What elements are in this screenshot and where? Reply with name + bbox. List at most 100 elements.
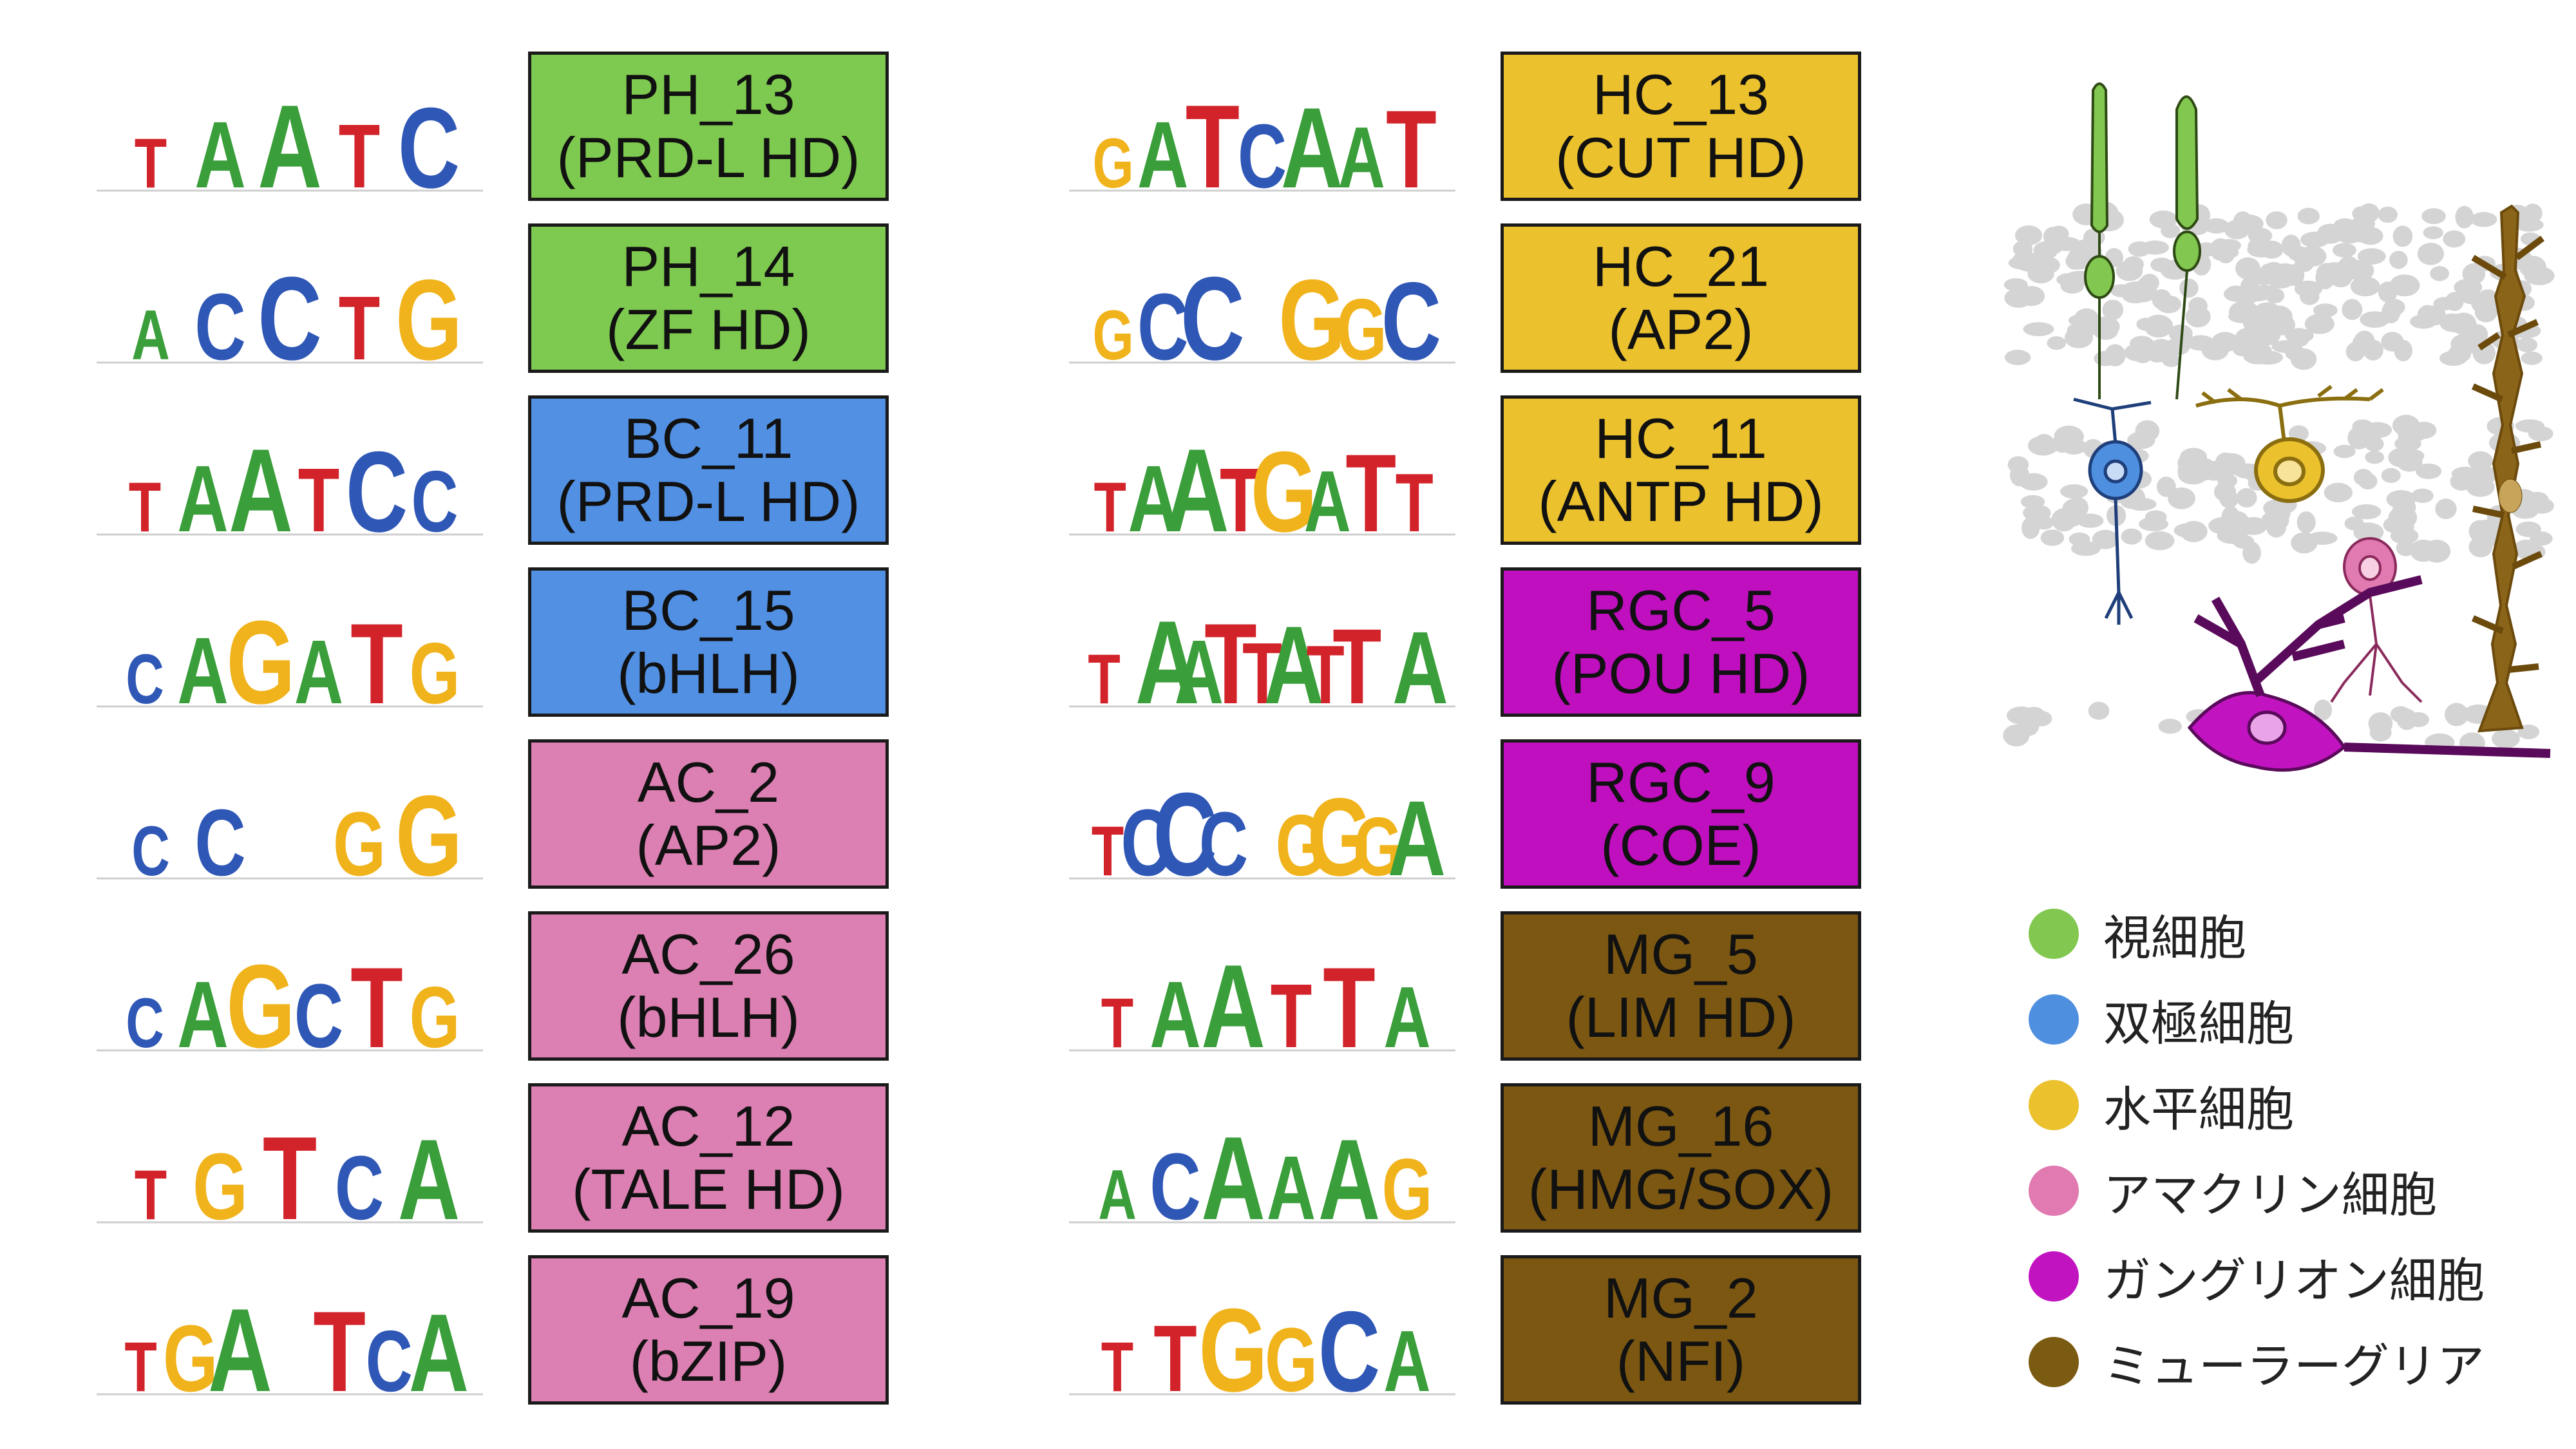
- logo-letter: C: [1381, 260, 1441, 366]
- logo-letter: T: [1332, 607, 1381, 710]
- cell-type-motif-box: BC_11 (PRD-L HD): [528, 395, 889, 545]
- logo-letter: A: [1165, 425, 1229, 538]
- logo-letter: A: [177, 617, 229, 710]
- logo-letter: G: [1382, 1141, 1433, 1226]
- logo-letter: A: [1338, 109, 1385, 194]
- legend-color-dot: [2029, 994, 2079, 1045]
- sequence-logo-icon: G CC GGC: [1069, 253, 1455, 366]
- logo-letter: T: [1271, 965, 1312, 1054]
- horizontal-cell: [2195, 384, 2384, 503]
- legend-item: ガングリオン細胞: [2029, 1244, 2485, 1309]
- logo-letter: T: [313, 1288, 366, 1397]
- tf-family-label: (bHLH): [617, 985, 800, 1049]
- logo-letter: T: [1186, 81, 1240, 194]
- logo-letter: T: [350, 600, 403, 710]
- logo-letter: T: [1153, 1305, 1197, 1397]
- logo-letter: T: [263, 1113, 317, 1226]
- motif-id-label: HC_13: [1593, 62, 1769, 126]
- logo-letter: T: [1101, 983, 1133, 1054]
- tf-family-label: (bHLH): [617, 641, 800, 705]
- logo-letter: A: [258, 81, 322, 194]
- motif-id-label: BC_15: [621, 578, 795, 642]
- logo-letter: C: [126, 639, 164, 710]
- motif-id-label: MG_2: [1604, 1266, 1758, 1330]
- cell-type-motif-box: AC_2 (AP2): [528, 739, 889, 889]
- logo-letter: T: [129, 467, 161, 538]
- logo-letter: A: [1135, 597, 1200, 710]
- motif-id-label: AC_12: [621, 1094, 795, 1158]
- logo-letter: A: [194, 101, 246, 194]
- tf-family-label: (COE): [1600, 813, 1761, 877]
- logo-letter: G: [395, 772, 462, 882]
- motif-id-label: MG_5: [1604, 922, 1758, 986]
- logo-letter: T: [1092, 811, 1124, 882]
- legend-color-dot: [2029, 1166, 2079, 1216]
- logo-letter: C: [1137, 273, 1189, 366]
- tf-family-label: (PRD-L HD): [556, 469, 860, 533]
- logo-letter: C: [294, 965, 343, 1054]
- logo-letter: G: [1336, 281, 1387, 366]
- logo-letter: A: [131, 295, 170, 366]
- logo-letter: A: [1392, 610, 1448, 710]
- logo-letter: T: [1088, 639, 1120, 710]
- legend-item: 双極細胞: [2029, 987, 2294, 1052]
- logo-letter: C: [1153, 769, 1217, 882]
- logo-letter: G: [1265, 1309, 1318, 1397]
- bipolar-cell: [2073, 397, 2152, 625]
- logo-letter: A: [1098, 1155, 1137, 1226]
- logo-letter: A: [177, 445, 229, 538]
- logo-letter: T: [135, 1155, 167, 1226]
- logo-letter: A: [1150, 961, 1201, 1054]
- motif-id-label: AC_26: [621, 922, 795, 986]
- logo-letter: A: [1383, 1313, 1430, 1397]
- logo-letter: C: [398, 84, 460, 194]
- logo-letter: C: [1150, 1133, 1201, 1226]
- cell-type-motif-box: HC_21 (AP2): [1501, 223, 1861, 373]
- tf-family-label: (HMG/SOX): [1528, 1157, 1834, 1221]
- logo-letter: A: [398, 1116, 460, 1226]
- logo-letter: C: [411, 453, 458, 538]
- logo-letter: C: [1318, 1288, 1380, 1397]
- logo-letter: A: [1388, 779, 1446, 882]
- logo-letter: T: [1204, 600, 1257, 710]
- logo-letter: C: [366, 1313, 413, 1397]
- logo-letter: C: [335, 1137, 384, 1226]
- logo-letter: A: [1175, 621, 1224, 710]
- logo-letter: A: [1128, 445, 1179, 538]
- logo-letter: T: [339, 278, 381, 366]
- logo-letter: T: [1323, 944, 1376, 1054]
- logo-letter: T: [1094, 467, 1126, 538]
- logo-letter: G: [1307, 775, 1372, 882]
- tf-family-label: (PRD-L HD): [556, 126, 860, 189]
- sequence-logo-icon: T GA T CA: [97, 1285, 483, 1397]
- logo-letter: C: [1199, 793, 1248, 882]
- logo-letter: C: [258, 253, 322, 366]
- logo-letter: T: [1386, 88, 1437, 194]
- cell-type-motif-box: PH_14 (ZF HD): [528, 223, 889, 373]
- tf-family-label: (AP2): [636, 813, 781, 877]
- logo-letter: A: [1264, 603, 1324, 710]
- logo-letter: T: [1396, 457, 1434, 538]
- cell-type-motif-box: BC_15 (bHLH): [528, 567, 889, 717]
- cell-type-motif-box: HC_11 (ANTP HD): [1501, 395, 1861, 545]
- logo-letter: A: [409, 1291, 469, 1397]
- logo-letter: C: [194, 789, 246, 882]
- sequence-logo-icon: C AGC T G: [97, 941, 483, 1054]
- legend-label: 双極細胞: [2103, 996, 2294, 1052]
- motif-id-label: AC_19: [621, 1266, 795, 1330]
